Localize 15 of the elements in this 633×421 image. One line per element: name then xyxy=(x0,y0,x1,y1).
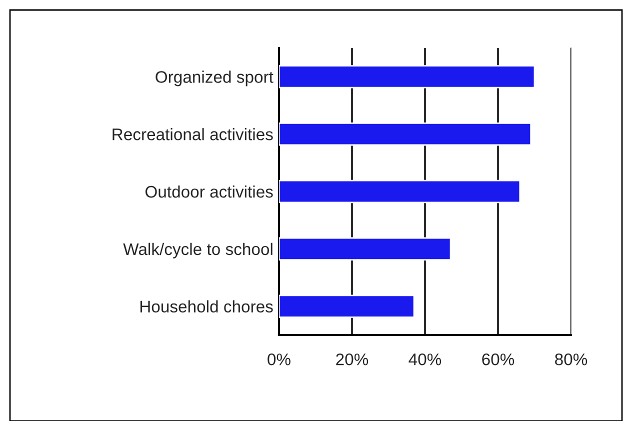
y-tick-label: Walk/cycle to school xyxy=(123,242,272,258)
x-tick-label: 20% xyxy=(336,353,368,366)
bar xyxy=(279,122,532,146)
bar xyxy=(279,180,521,204)
y-tick-label: Organized sport xyxy=(156,70,274,86)
x-tick-label: 60% xyxy=(482,353,514,366)
y-tick-label: Recreational activities xyxy=(112,128,273,140)
x-tick-label: 0% xyxy=(268,353,290,366)
bar xyxy=(279,237,452,260)
bar xyxy=(279,65,536,88)
x-tick-label: 80% xyxy=(555,353,588,366)
bar xyxy=(279,294,415,318)
x-tick-label: 40% xyxy=(408,353,442,366)
y-tick-label: Household chores xyxy=(140,300,273,313)
y-tick-label: Outdoor activities xyxy=(145,185,273,198)
